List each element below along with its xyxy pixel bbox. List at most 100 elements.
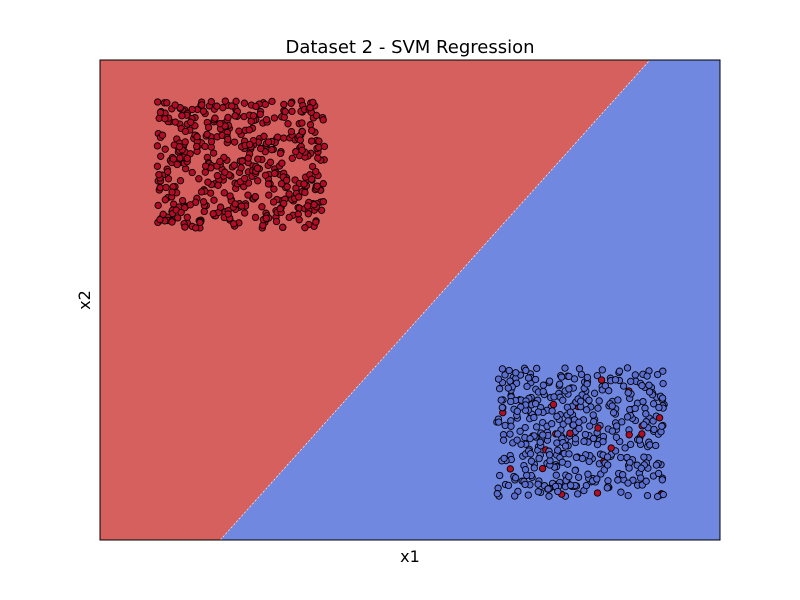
- scatter-point: [279, 223, 287, 231]
- scatter-point: [307, 137, 316, 145]
- scatter-point: [608, 402, 616, 410]
- scatter-point: [614, 476, 622, 484]
- scatter-point: [521, 423, 529, 432]
- scatter-point: [261, 171, 270, 179]
- scatter-point: [199, 107, 208, 115]
- scatter-point: [254, 177, 262, 185]
- scatter-point: [295, 193, 303, 201]
- scatter-point: [494, 375, 503, 383]
- scatter-point: [604, 461, 612, 469]
- scatter-point: [495, 385, 504, 393]
- scatter-point: [593, 371, 601, 380]
- scatter-point: [207, 98, 215, 106]
- scatter-point: [564, 417, 572, 425]
- scatter-point: [501, 421, 509, 430]
- scatter-point: [295, 216, 303, 224]
- scatter-point: [262, 116, 271, 124]
- scatter-point: [640, 453, 648, 461]
- scatter-point: [314, 154, 322, 162]
- scatter-point: [241, 174, 249, 183]
- scatter-point: [593, 489, 602, 497]
- scatter-point: [201, 162, 210, 170]
- scatter-point: [216, 157, 224, 166]
- scatter-point: [638, 381, 646, 390]
- scatter-point: [522, 366, 530, 375]
- scatter-point: [175, 143, 184, 151]
- scatter-point: [589, 434, 598, 443]
- scatter-point: [288, 107, 296, 116]
- scatter-point: [203, 130, 211, 138]
- plot-area: [99, 59, 721, 541]
- scatter-point: [277, 180, 286, 188]
- scatter-point: [586, 422, 594, 430]
- scatter-point: [521, 480, 529, 489]
- scatter-point: [171, 101, 179, 109]
- scatter-point: [281, 107, 289, 116]
- scatter-point: [280, 134, 288, 142]
- scatter-point: [617, 488, 625, 496]
- scatter-point: [507, 397, 515, 406]
- scatter-point: [582, 481, 591, 490]
- scatter-point: [624, 479, 632, 487]
- scatter-point: [623, 413, 632, 421]
- scatter-point: [624, 491, 632, 500]
- scatter-point: [572, 453, 581, 462]
- scatter-point: [213, 172, 222, 180]
- scatter-point: [645, 381, 653, 389]
- scatter-point: [554, 430, 562, 438]
- scatter-point: [497, 396, 505, 404]
- scatter-point: [268, 146, 276, 154]
- scatter-point: [506, 465, 514, 473]
- scatter-point: [270, 169, 279, 178]
- scatter-point: [655, 403, 663, 412]
- scatter-point: [637, 474, 645, 482]
- scatter-point: [210, 196, 218, 204]
- scatter-point: [287, 127, 296, 136]
- scatter-point: [231, 112, 239, 120]
- scatter-point: [306, 104, 314, 112]
- scatter-point: [611, 376, 620, 384]
- scatter-point: [197, 188, 206, 196]
- scatter-point: [613, 422, 621, 430]
- scatter-point: [230, 138, 239, 146]
- scatter-point: [652, 461, 661, 469]
- scatter-point: [621, 444, 629, 452]
- scatter-point: [653, 370, 662, 379]
- scatter-point: [244, 154, 252, 162]
- scatter-point: [637, 464, 645, 472]
- scatter-point: [168, 188, 176, 196]
- scatter-point: [283, 176, 291, 184]
- scatter-point: [643, 491, 652, 500]
- scatter-point: [523, 382, 531, 391]
- scatter-point: [308, 126, 316, 135]
- scatter-point: [526, 434, 534, 443]
- scatter-point: [575, 418, 583, 426]
- scatter-point: [557, 373, 566, 381]
- scatter-point: [272, 217, 281, 226]
- scatter-point: [511, 474, 520, 482]
- scatter-point: [512, 369, 520, 377]
- scatter-point: [539, 387, 547, 396]
- scatter-point: [228, 102, 236, 110]
- scatter-point: [224, 210, 232, 218]
- scatter-point: [266, 158, 275, 166]
- scatter-point: [631, 371, 639, 379]
- scatter-point: [241, 209, 249, 217]
- scatter-point: [161, 145, 169, 153]
- scatter-point: [614, 396, 622, 404]
- scatter-point: [646, 441, 654, 449]
- scatter-point: [312, 167, 320, 176]
- scatter-point: [256, 110, 264, 118]
- scatter-point: [320, 142, 329, 151]
- scatter-point: [300, 180, 308, 188]
- scatter-point: [533, 364, 541, 373]
- scatter-point: [278, 159, 286, 167]
- scatter-point: [640, 421, 648, 429]
- scatter-point: [498, 365, 507, 373]
- scatter-point: [530, 464, 538, 472]
- scatter-point: [645, 388, 654, 396]
- scatter-point: [235, 127, 243, 135]
- scatter-point: [176, 154, 184, 162]
- axes-frame: [99, 59, 721, 541]
- scatter-point: [539, 431, 547, 439]
